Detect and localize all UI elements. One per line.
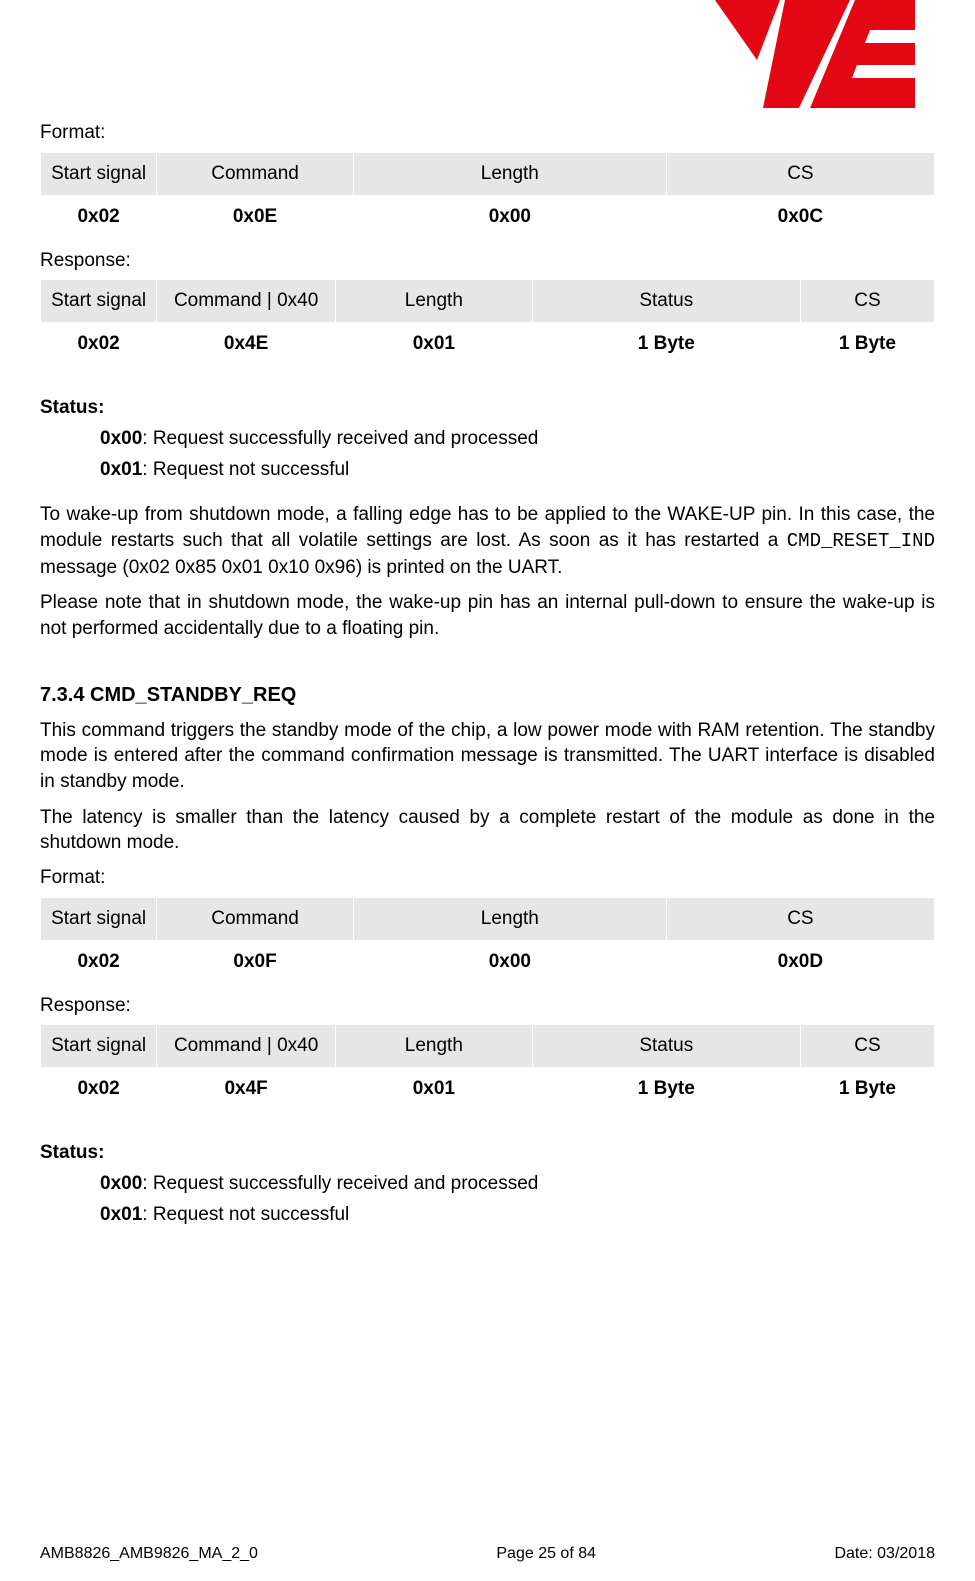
- status-code: 0x00: [100, 1173, 142, 1194]
- th: CS: [666, 152, 934, 195]
- td: 0x02: [41, 323, 157, 366]
- status-block-2: Status: 0x00: Request successfully recei…: [40, 1141, 935, 1227]
- text: message (0x02 0x85 0x01 0x10 0x96) is pr…: [40, 557, 562, 578]
- td: 1 Byte: [532, 323, 800, 366]
- paragraph: This command triggers the standby mode o…: [40, 718, 935, 795]
- status-desc: : Request not successful: [142, 459, 349, 480]
- th: Status: [532, 1025, 800, 1068]
- status-item: 0x00: Request successfully received and …: [100, 427, 935, 452]
- status-desc: : Request successfully received and proc…: [142, 428, 538, 449]
- page: Format: Start signal Command Length CS 0…: [0, 0, 975, 1581]
- th: Length: [336, 1025, 533, 1068]
- td: 0x4F: [157, 1068, 336, 1111]
- th: Start signal: [41, 1025, 157, 1068]
- paragraph: Please note that in shutdown mode, the w…: [40, 590, 935, 641]
- status-block-1: Status: 0x00: Request successfully recei…: [40, 396, 935, 482]
- status-code: 0x00: [100, 428, 142, 449]
- status-desc: : Request not successful: [142, 1204, 349, 1225]
- status-code: 0x01: [100, 459, 142, 480]
- footer: AMB8826_AMB9826_MA_2_0 Page 25 of 84 Dat…: [40, 1545, 935, 1563]
- th: Command: [157, 152, 354, 195]
- td: 1 Byte: [532, 1068, 800, 1111]
- td: 0x0E: [157, 195, 354, 238]
- response-table-2: Start signal Command | 0x40 Length Statu…: [40, 1024, 935, 1111]
- code-text: CMD_RESET_IND: [787, 530, 935, 552]
- th: CS: [666, 897, 934, 940]
- status-desc: : Request successfully received and proc…: [142, 1173, 538, 1194]
- format-table-1: Start signal Command Length CS 0x02 0x0E…: [40, 152, 935, 239]
- td: 0x00: [353, 940, 666, 983]
- status-code: 0x01: [100, 1204, 142, 1225]
- section-heading: 7.3.4 CMD_STANDBY_REQ: [40, 682, 935, 708]
- td: 0x4E: [157, 323, 336, 366]
- status-item: 0x01: Request not successful: [100, 458, 935, 483]
- format-label-2: Format:: [40, 866, 935, 891]
- td: 0x01: [336, 1068, 533, 1111]
- status-title: Status:: [40, 1141, 935, 1166]
- td: 0x0F: [157, 940, 354, 983]
- td: 0x01: [336, 323, 533, 366]
- footer-right: Date: 03/2018: [834, 1545, 935, 1563]
- th: CS: [800, 280, 934, 323]
- td: 1 Byte: [800, 323, 934, 366]
- th: Command | 0x40: [157, 280, 336, 323]
- we-logo: [715, 0, 915, 114]
- th: Length: [353, 152, 666, 195]
- format-label-1: Format:: [40, 121, 935, 146]
- response-label-2: Response:: [40, 994, 935, 1019]
- footer-center: Page 25 of 84: [496, 1545, 596, 1563]
- response-label-1: Response:: [40, 249, 935, 274]
- th: Status: [532, 280, 800, 323]
- status-item: 0x00: Request successfully received and …: [100, 1172, 935, 1197]
- th: Length: [353, 897, 666, 940]
- td: 0x0C: [666, 195, 934, 238]
- footer-left: AMB8826_AMB9826_MA_2_0: [40, 1545, 258, 1563]
- td: 0x0D: [666, 940, 934, 983]
- response-table-1: Start signal Command | 0x40 Length Statu…: [40, 279, 935, 366]
- td: 0x00: [353, 195, 666, 238]
- td: 0x02: [41, 195, 157, 238]
- td: 0x02: [41, 1068, 157, 1111]
- status-title: Status:: [40, 396, 935, 421]
- status-item: 0x01: Request not successful: [100, 1203, 935, 1228]
- th: Start signal: [41, 152, 157, 195]
- th: Length: [336, 280, 533, 323]
- content: Format: Start signal Command Length CS 0…: [40, 0, 935, 1227]
- format-table-2: Start signal Command Length CS 0x02 0x0F…: [40, 897, 935, 984]
- th: CS: [800, 1025, 934, 1068]
- td: 0x02: [41, 940, 157, 983]
- th: Start signal: [41, 280, 157, 323]
- th: Start signal: [41, 897, 157, 940]
- th: Command: [157, 897, 354, 940]
- th: Command | 0x40: [157, 1025, 336, 1068]
- paragraph: To wake-up from shutdown mode, a falling…: [40, 502, 935, 580]
- td: 1 Byte: [800, 1068, 934, 1111]
- paragraph: The latency is smaller than the latency …: [40, 805, 935, 856]
